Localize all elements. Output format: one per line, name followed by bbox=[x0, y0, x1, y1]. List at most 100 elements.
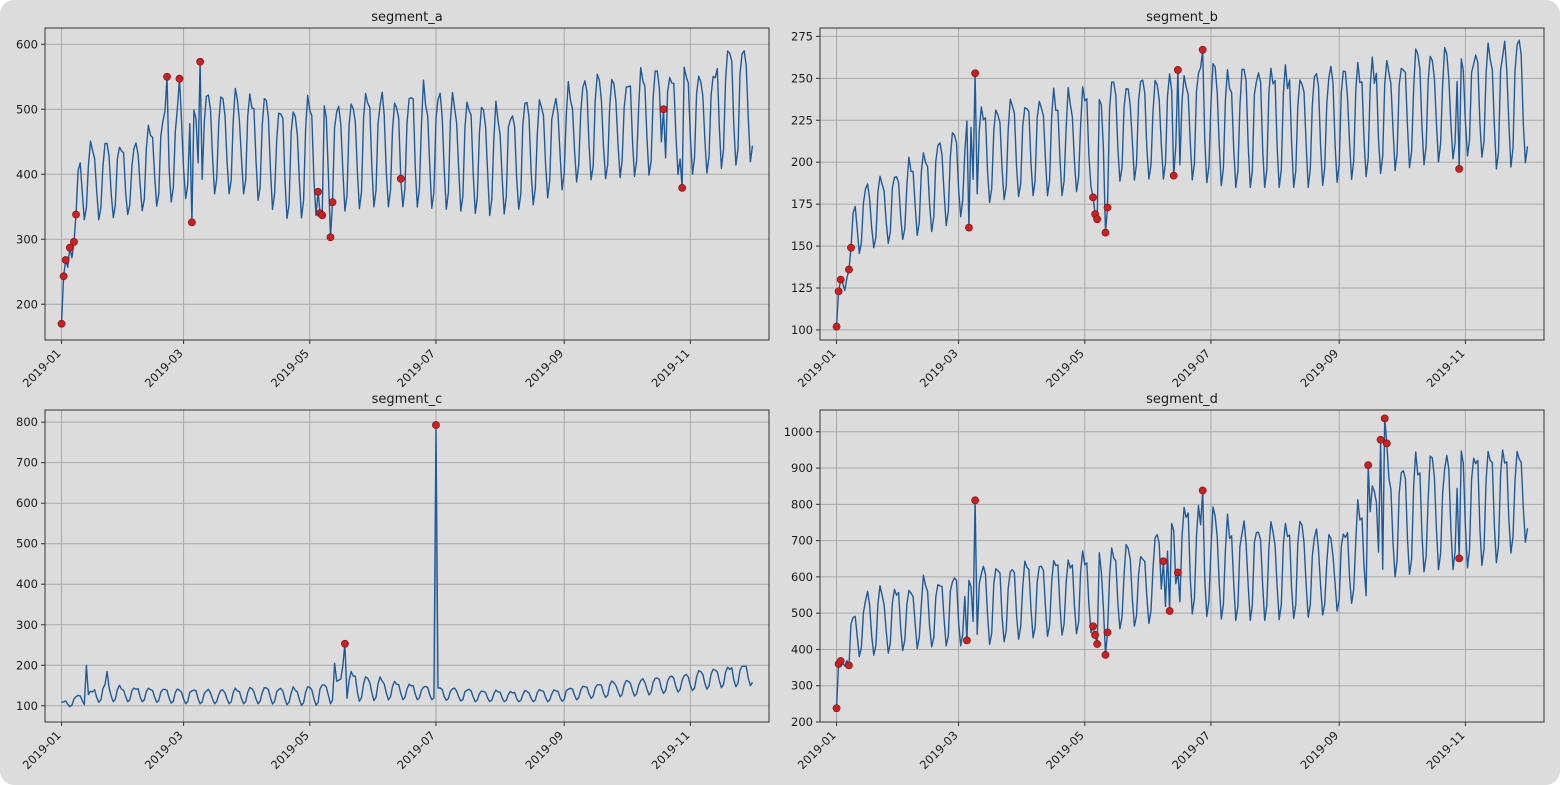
anomaly-point bbox=[971, 496, 980, 505]
anomaly-point bbox=[1364, 461, 1373, 470]
anomaly-point bbox=[836, 275, 845, 284]
anomaly-point bbox=[1455, 554, 1464, 563]
chart-title: segment_c bbox=[372, 392, 443, 407]
x-tick-label: 2019-11 bbox=[1424, 728, 1468, 772]
anomaly-point bbox=[187, 218, 196, 227]
anomaly-point bbox=[72, 210, 80, 219]
anomaly-point bbox=[314, 187, 322, 196]
anomaly-point bbox=[1103, 628, 1112, 637]
y-tick-label: 300 bbox=[16, 618, 38, 632]
y-tick-label: 600 bbox=[16, 37, 38, 51]
anomaly-point bbox=[1091, 631, 1100, 639]
anomaly-point bbox=[1165, 607, 1174, 615]
y-tick-label: 175 bbox=[791, 197, 813, 211]
x-tick-label: 2019-11 bbox=[649, 728, 693, 772]
anomaly-point bbox=[341, 639, 349, 648]
y-tick-label: 225 bbox=[791, 113, 813, 127]
y-tick-label: 800 bbox=[791, 497, 813, 511]
anomaly-point bbox=[70, 237, 78, 246]
anomaly-point bbox=[1159, 557, 1168, 566]
anomaly-point bbox=[962, 636, 971, 645]
subplot-segment_a: segment_a 200 300 400 500 600 2019-01 2019-03 20… bbox=[16, 10, 770, 390]
y-tick-label: 275 bbox=[791, 29, 813, 43]
anomaly-point bbox=[163, 72, 171, 81]
x-tick-label: 2019-09 bbox=[522, 728, 566, 772]
anomaly-point bbox=[659, 105, 668, 114]
y-tick-label: 200 bbox=[16, 297, 38, 311]
y-tick-label: 400 bbox=[16, 167, 38, 181]
x-tick-label: 2019-03 bbox=[142, 346, 186, 390]
anomaly-point bbox=[965, 223, 973, 232]
anomaly-point bbox=[65, 243, 74, 252]
anomaly-point bbox=[832, 704, 841, 713]
x-tick-label: 2019-07 bbox=[394, 728, 438, 772]
y-tick-label: 200 bbox=[791, 715, 813, 729]
y-tick-label: 800 bbox=[16, 415, 38, 429]
y-tick-label: 200 bbox=[791, 155, 813, 169]
anomaly-point bbox=[396, 174, 405, 183]
x-tick-label: 2019-03 bbox=[917, 728, 961, 772]
anomaly-point bbox=[832, 322, 841, 331]
anomaly-point bbox=[845, 661, 853, 670]
subplot-segment_d: segment_d 200 300 400 500 600 700 800 900 1000 201… bbox=[784, 392, 1545, 772]
anomaly-point bbox=[834, 287, 843, 296]
anomaly-point bbox=[432, 421, 440, 429]
chart-title: segment_d bbox=[1146, 392, 1218, 407]
anomaly-point bbox=[1173, 66, 1182, 74]
anomaly-point bbox=[196, 57, 205, 66]
subplot-segment_c: segment_c 100 200 300 400 500 600 700 800 2019-01… bbox=[16, 392, 770, 772]
series-line bbox=[60, 50, 754, 324]
y-tick-label: 500 bbox=[16, 102, 38, 116]
x-tick-label: 2019-07 bbox=[394, 346, 438, 390]
x-tick-label: 2019-01 bbox=[20, 728, 64, 772]
x-tick-label: 2019-11 bbox=[649, 346, 693, 390]
series-line bbox=[835, 39, 1529, 327]
y-tick-label: 150 bbox=[791, 239, 813, 253]
anomaly-point bbox=[1101, 228, 1110, 237]
plot-area-frame bbox=[819, 27, 1545, 341]
anomaly-point bbox=[1089, 193, 1097, 202]
chart-title: segment_b bbox=[1146, 10, 1218, 25]
anomaly-point bbox=[318, 211, 327, 220]
anomaly-point bbox=[1169, 171, 1178, 180]
x-tick-label: 2019-09 bbox=[1297, 728, 1341, 772]
x-tick-label: 2019-05 bbox=[268, 346, 312, 390]
anomaly-point bbox=[1101, 650, 1110, 659]
y-tick-label: 600 bbox=[16, 496, 38, 510]
x-tick-label: 2019-01 bbox=[795, 728, 839, 772]
anomaly-point bbox=[326, 233, 335, 242]
anomaly-point bbox=[328, 198, 337, 207]
x-tick-label: 2019-01 bbox=[20, 346, 64, 390]
anomaly-point bbox=[1173, 568, 1182, 577]
plot-area-frame bbox=[819, 409, 1545, 723]
subplot-segment_b: segment_b 100 125 150 175 200 225 250 275 2019-01… bbox=[791, 10, 1545, 390]
x-tick-label: 2019-11 bbox=[1424, 346, 1468, 390]
anomaly-point bbox=[1380, 414, 1389, 423]
y-tick-label: 125 bbox=[791, 281, 813, 295]
y-tick-label: 1000 bbox=[784, 425, 813, 439]
anomaly-point bbox=[175, 74, 184, 83]
anomaly-point bbox=[1198, 45, 1207, 54]
anomaly-point bbox=[847, 243, 855, 252]
anomaly-point bbox=[1093, 215, 1102, 224]
anomaly-point bbox=[1089, 622, 1097, 631]
y-tick-label: 400 bbox=[791, 642, 813, 656]
y-tick-label: 400 bbox=[16, 577, 38, 591]
x-tick-label: 2019-09 bbox=[522, 346, 566, 390]
anomaly-point bbox=[836, 657, 845, 665]
series-line bbox=[61, 424, 754, 708]
y-tick-label: 500 bbox=[16, 537, 38, 551]
x-tick-label: 2019-01 bbox=[795, 346, 839, 390]
x-tick-label: 2019-03 bbox=[142, 728, 186, 772]
y-tick-label: 700 bbox=[791, 534, 813, 548]
y-tick-label: 300 bbox=[16, 232, 38, 246]
anomaly-point bbox=[1376, 435, 1385, 444]
series-line bbox=[835, 417, 1529, 709]
anomaly-point bbox=[61, 256, 70, 264]
anomaly-point bbox=[971, 69, 980, 78]
plot-area-frame bbox=[44, 409, 770, 723]
y-tick-label: 600 bbox=[791, 570, 813, 584]
anomaly-point bbox=[1455, 165, 1464, 173]
y-tick-label: 700 bbox=[16, 456, 38, 470]
